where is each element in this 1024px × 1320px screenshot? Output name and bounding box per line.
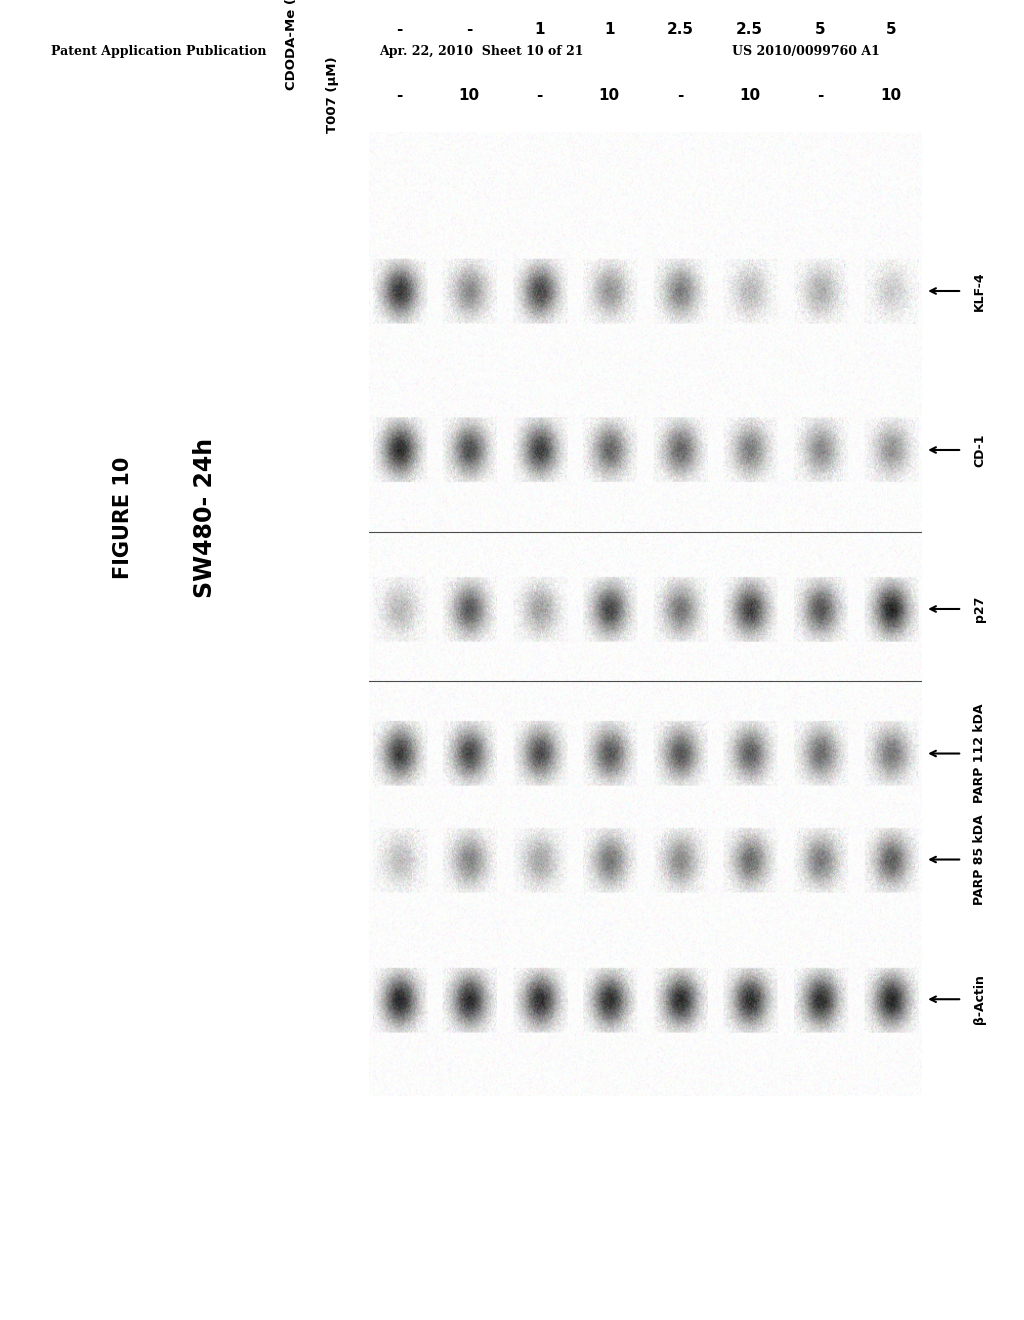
Text: PARP 112 kDA: PARP 112 kDA [973,704,986,804]
Text: CD-1: CD-1 [973,433,986,467]
Text: β-Actin: β-Actin [973,974,986,1024]
Text: p27: p27 [973,595,986,622]
Text: -: - [396,21,402,37]
Text: KLF-4: KLF-4 [973,271,986,310]
Text: FIGURE 10: FIGURE 10 [113,457,133,578]
Text: Patent Application Publication: Patent Application Publication [51,45,266,58]
Text: -: - [466,21,472,37]
Text: 10: 10 [739,87,760,103]
Text: -: - [396,87,402,103]
Text: 10: 10 [459,87,479,103]
Text: 1: 1 [604,21,614,37]
Text: -: - [677,87,683,103]
Text: 10: 10 [881,87,901,103]
Text: -: - [817,87,823,103]
Text: CDODA-Me (μM): CDODA-Me (μM) [286,0,298,90]
Text: T007 (μM): T007 (μM) [327,57,339,133]
Text: 2.5: 2.5 [736,21,763,37]
Text: Apr. 22, 2010  Sheet 10 of 21: Apr. 22, 2010 Sheet 10 of 21 [379,45,584,58]
Text: SW480- 24h: SW480- 24h [193,437,217,598]
Text: 10: 10 [599,87,620,103]
Text: 5: 5 [815,21,825,37]
Text: 2.5: 2.5 [667,21,693,37]
Text: -: - [537,87,543,103]
Text: 5: 5 [886,21,896,37]
Text: US 2010/0099760 A1: US 2010/0099760 A1 [732,45,880,58]
Text: 1: 1 [535,21,545,37]
Text: PARP 85 kDA: PARP 85 kDA [973,814,986,904]
